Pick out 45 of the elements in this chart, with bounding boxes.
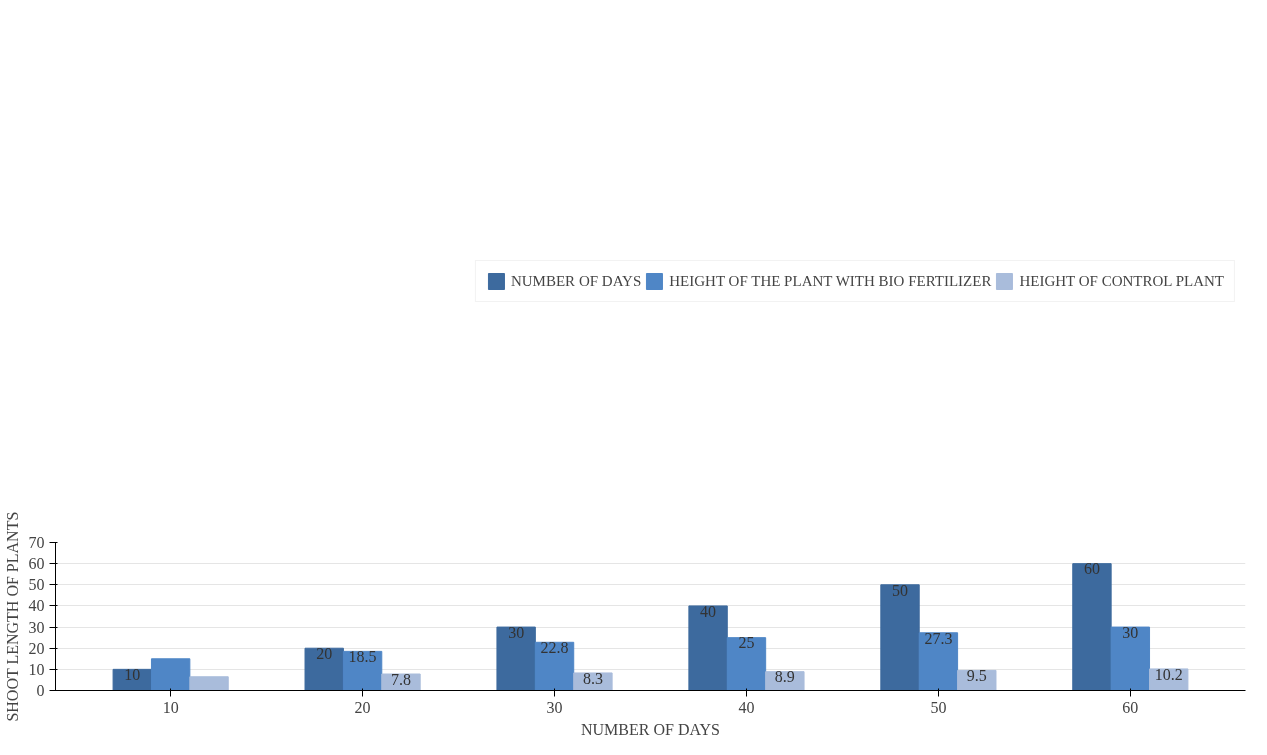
legend-label: HEIGHT OF THE PLANT WITH BIO FERTILIZER	[669, 272, 992, 290]
y-tick-label: 50	[28, 576, 45, 594]
bar	[1110, 626, 1151, 691]
data-label: 7.8	[390, 670, 411, 688]
y-tick-label: 60	[28, 555, 45, 573]
data-label: 8.3	[582, 669, 603, 687]
y-tick-label: 10	[28, 660, 45, 678]
bar	[496, 626, 536, 691]
x-tick-label: 50	[930, 698, 947, 716]
bar	[150, 658, 191, 691]
data-label: 20	[316, 645, 333, 662]
bar	[688, 605, 728, 691]
data-label: 10.2	[1154, 665, 1183, 683]
data-label: 9.5	[966, 667, 987, 685]
bar	[918, 632, 959, 691]
data-label: 50	[892, 581, 909, 599]
legend-label: HEIGHT OF CONTROL PLANT	[1019, 272, 1224, 290]
x-tick-label: 60	[1122, 698, 1139, 716]
bar	[1072, 563, 1112, 691]
x-tick-label: 20	[354, 698, 371, 716]
data-label: 60	[1083, 560, 1100, 578]
data-label: 30	[508, 623, 525, 641]
y-tick-label: 70	[28, 534, 45, 551]
data-label: 8.9	[774, 668, 795, 686]
x-tick-label: 30	[546, 698, 563, 716]
x-tick-label: 40	[738, 698, 755, 716]
data-label: 25	[738, 634, 755, 652]
data-label: 10	[124, 666, 141, 684]
y-axis-title: SHOOT LENGTH OF PLANTS	[3, 511, 21, 722]
x-tick-label: 10	[162, 698, 179, 716]
bar	[726, 637, 767, 691]
data-label: 18.5	[348, 648, 377, 666]
legend-label: NUMBER OF DAYS	[510, 272, 642, 290]
bar	[189, 676, 229, 691]
data-label: 22.8	[540, 639, 569, 657]
bar	[304, 647, 344, 691]
y-tick-label: 20	[28, 639, 45, 657]
x-axis-title: NUMBER OF DAYS	[581, 720, 720, 738]
y-tick-label: 0	[36, 682, 45, 699]
data-label: 30	[1122, 623, 1139, 641]
y-tick-label: 40	[28, 597, 45, 615]
bar	[880, 584, 920, 691]
data-label: 27.3	[924, 629, 953, 647]
data-label: 40	[700, 602, 717, 620]
y-tick-label: 30	[28, 618, 45, 636]
